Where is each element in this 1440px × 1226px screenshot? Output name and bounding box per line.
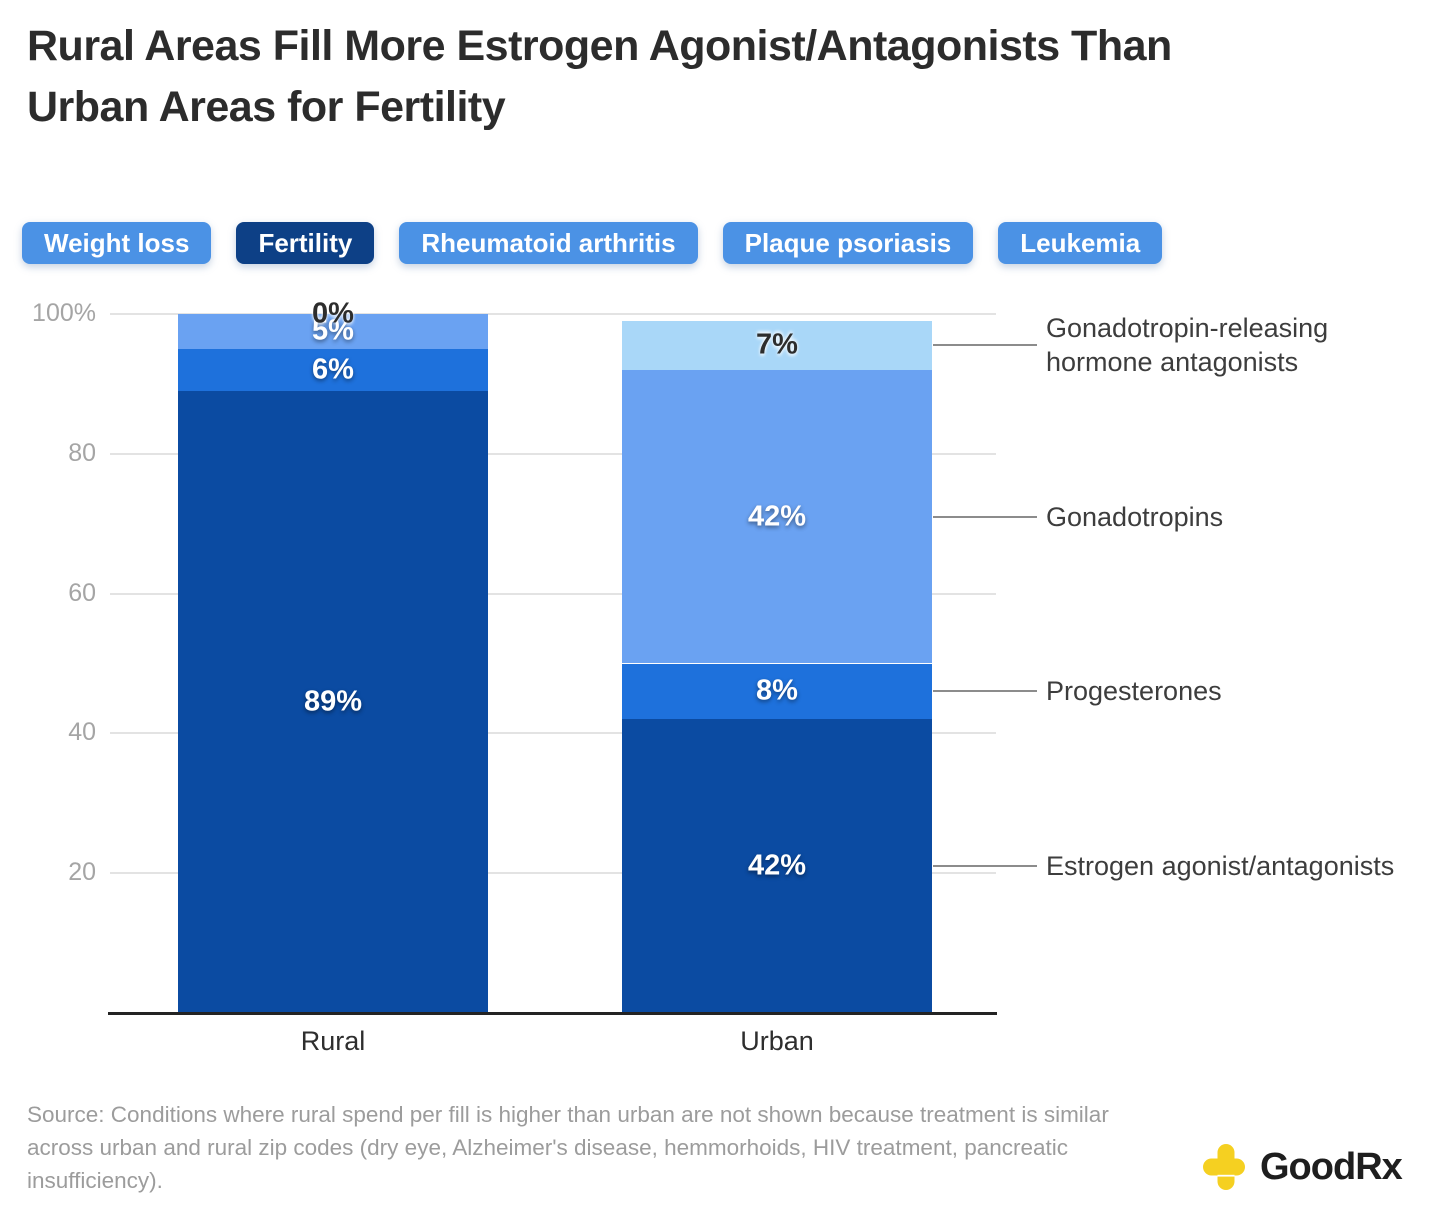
x-tick-label-rural: Rural xyxy=(300,1026,366,1056)
segment-value-label-urban-estrogen-agonist-antagonists: 42% xyxy=(747,849,807,882)
legend-label-line: Progesterones xyxy=(1046,676,1222,707)
tab-plaque-psoriasis[interactable]: Plaque psoriasis xyxy=(722,222,974,264)
bar-segment-urban-progesterones xyxy=(622,663,932,720)
gridline-20 xyxy=(110,872,996,875)
gridline-40 xyxy=(110,732,996,735)
segment-value-label-rural-gonadotropins: 5% xyxy=(312,314,354,347)
y-tick-label-100: 100% xyxy=(32,299,96,327)
legend-label-gonadotropin-releasing-hormone-antagonists: Gonadotropin-releasing hormone antagonist… xyxy=(1046,311,1328,379)
segment-value-label-urban-progesterones: 8% xyxy=(756,674,798,707)
source-note: Source: Conditions where rural spend per… xyxy=(27,1102,1109,1193)
segment-value-label-urban-gonadotropin-releasing-hormone-antagonists: 7% xyxy=(756,328,798,361)
legend-connector-gonadotropin-releasing-hormone-antagonists xyxy=(933,344,1037,347)
gridline-60 xyxy=(110,592,996,595)
y-tick-label-60: 60 xyxy=(68,578,96,607)
x-tick-label-urban: Urban xyxy=(740,1026,814,1056)
x-axis-line xyxy=(108,1012,997,1015)
legend-label-line: Gonadotropins xyxy=(1046,501,1224,532)
y-tick-label-40: 40 xyxy=(68,718,96,747)
gridline-80 xyxy=(110,452,996,455)
legend-connector-estrogen-agonist-antagonists xyxy=(933,865,1037,868)
condition-tabs: Weight loss Fertility Rheumatoid arthritis… xyxy=(22,222,1163,264)
bar-segment-rural-estrogen-agonist-antagonists xyxy=(178,390,488,1013)
segment-value-label-rural-progesterones: 6% xyxy=(312,353,354,386)
legend-label-line: Estrogen agonist/antagonists xyxy=(1046,851,1395,882)
tab-rheumatoid-arthritis[interactable]: Rheumatoid arthritis xyxy=(399,222,698,264)
bar-segment-urban-gonadotropin-releasing-hormone-antagonists xyxy=(622,320,932,370)
bar-segment-rural-progesterones xyxy=(178,348,488,391)
chart-title: Rural Areas Fill More Estrogen Agonist/A… xyxy=(27,16,1172,138)
legend-label-progesterones: Progesterones xyxy=(1046,674,1222,708)
legend-label-estrogen-agonist-antagonists: Estrogen agonist/antagonists xyxy=(1046,849,1394,883)
tab-weight-loss[interactable]: Weight loss xyxy=(22,222,212,264)
legend-label-line: hormone antagonists xyxy=(1046,347,1299,378)
segment-value-label-rural-estrogen-agonist-antagonists: 89% xyxy=(303,685,363,718)
tab-fertility[interactable]: Fertility xyxy=(236,222,375,264)
tab-leukemia[interactable]: Leukemia xyxy=(998,222,1163,264)
y-tick-label-20: 20 xyxy=(68,858,96,887)
goodrx-logo: GoodRx xyxy=(1203,1144,1403,1190)
segment-value-label-rural-gonadotropin-releasing-hormone-antagonists: 0% xyxy=(312,297,354,330)
y-tick-label-80: 80 xyxy=(68,438,96,467)
bar-segment-urban-estrogen-agonist-antagonists xyxy=(622,719,932,1013)
legend-connector-progesterones xyxy=(933,690,1037,693)
legend-connector-gonadotropins xyxy=(933,515,1037,518)
segment-value-label-urban-gonadotropins: 42% xyxy=(747,500,807,533)
goodrx-wordmark: GoodRx xyxy=(1260,1145,1403,1188)
bar-segment-urban-gonadotropins xyxy=(622,369,932,664)
chart-title-line-1: Rural Areas Fill More Estrogen Agonist/A… xyxy=(27,22,1172,70)
bar-segment-rural-gonadotropins xyxy=(178,314,488,349)
legend-label-line: Gonadotropin-releasing xyxy=(1046,313,1329,344)
goodrx-cross-icon xyxy=(1203,1144,1245,1190)
chart-title-line-2: Urban Areas for Fertility xyxy=(27,83,506,131)
legend-label-gonadotropins: Gonadotropins xyxy=(1046,500,1223,534)
gridline-100 xyxy=(110,313,996,315)
